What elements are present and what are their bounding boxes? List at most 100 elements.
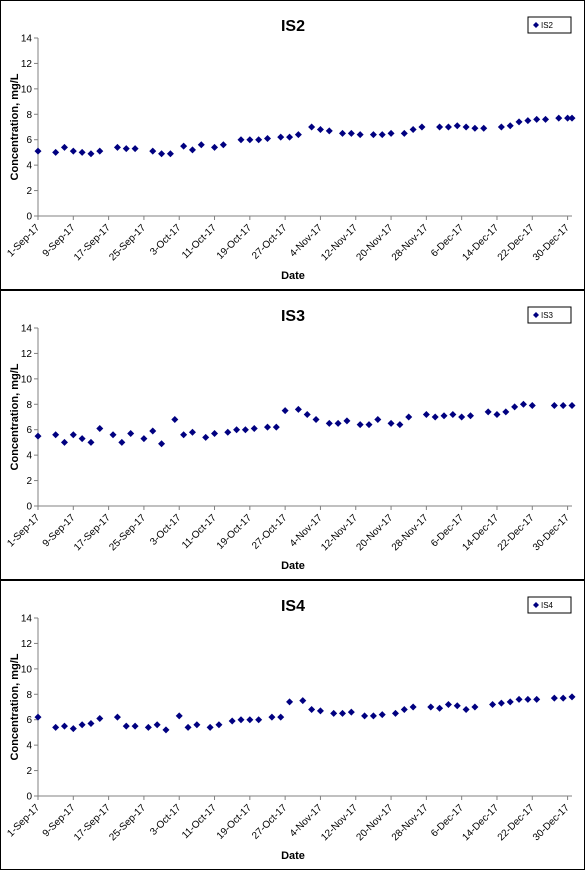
data-point bbox=[60, 438, 68, 446]
data-point bbox=[268, 713, 276, 721]
data-point bbox=[466, 412, 474, 420]
legend-box bbox=[527, 306, 572, 324]
data-point bbox=[255, 716, 263, 724]
data-point bbox=[219, 141, 227, 149]
y-tick-label: 14 bbox=[21, 614, 33, 625]
data-point bbox=[237, 716, 245, 724]
y-tick-label: 2 bbox=[26, 186, 32, 197]
data-point bbox=[493, 410, 501, 418]
data-point bbox=[286, 698, 294, 706]
data-point bbox=[374, 416, 382, 424]
data-point bbox=[471, 124, 479, 132]
data-point bbox=[427, 703, 435, 711]
data-point bbox=[369, 712, 377, 720]
data-point bbox=[246, 136, 254, 144]
data-point bbox=[316, 126, 324, 134]
y-tick-label: 14 bbox=[21, 324, 33, 335]
data-point bbox=[506, 698, 514, 706]
data-point bbox=[149, 427, 157, 435]
x-tick-label: 20-Nov-17 bbox=[354, 512, 395, 553]
data-point bbox=[34, 432, 42, 440]
x-tick-label: 17-Sep-17 bbox=[72, 222, 113, 263]
chart-panel-is2: IS2 0 2 4 6 8 10 12 14 1-Sep-17 9-Sep-17 17-Sep-17 2… bbox=[0, 0, 585, 290]
data-point bbox=[568, 402, 576, 410]
data-point bbox=[365, 421, 373, 429]
data-point bbox=[325, 419, 333, 427]
y-tick-label: 2 bbox=[26, 476, 32, 487]
data-point bbox=[400, 129, 408, 137]
data-point bbox=[515, 695, 523, 703]
x-tick-label: 14-Dec-17 bbox=[460, 802, 501, 843]
data-point bbox=[542, 115, 550, 123]
data-point bbox=[489, 700, 497, 708]
data-point bbox=[109, 431, 117, 439]
y-tick-label: 4 bbox=[26, 451, 32, 462]
x-tick-label: 27-Oct-17 bbox=[250, 512, 290, 552]
is2-chart: IS2024681012141-Sep-179-Sep-1717-Sep-172… bbox=[5, 16, 576, 282]
legend-box bbox=[527, 16, 572, 34]
data-point bbox=[497, 123, 505, 131]
x-tick-label: 14-Dec-17 bbox=[460, 512, 501, 553]
data-point bbox=[272, 423, 280, 431]
data-point bbox=[303, 410, 311, 418]
data-point bbox=[144, 723, 152, 731]
data-point bbox=[96, 147, 104, 155]
data-point bbox=[162, 726, 170, 734]
legend-label: IS4 bbox=[541, 601, 554, 610]
data-point bbox=[233, 426, 241, 434]
x-tick-label: 19-Oct-17 bbox=[215, 512, 255, 552]
data-point bbox=[356, 421, 364, 429]
data-point bbox=[330, 709, 338, 717]
x-tick-label: 6-Dec-17 bbox=[429, 222, 466, 259]
x-tick-label: 17-Sep-17 bbox=[72, 802, 113, 843]
x-tick-label: 1-Sep-17 bbox=[5, 512, 42, 549]
data-point bbox=[484, 408, 492, 416]
data-point bbox=[444, 123, 452, 131]
data-point bbox=[158, 440, 166, 448]
data-point bbox=[308, 123, 316, 131]
data-point bbox=[113, 713, 121, 721]
data-point bbox=[60, 722, 68, 730]
data-point bbox=[378, 131, 386, 139]
legend-marker bbox=[533, 602, 539, 608]
legend-label: IS2 bbox=[541, 21, 554, 30]
x-tick-label: 25-Sep-17 bbox=[107, 222, 148, 263]
x-tick-label: 28-Nov-17 bbox=[390, 802, 431, 843]
data-point bbox=[69, 431, 77, 439]
data-point bbox=[202, 433, 210, 441]
data-point bbox=[255, 136, 263, 144]
x-tick-label: 1-Sep-17 bbox=[5, 802, 42, 839]
data-point bbox=[263, 134, 271, 142]
data-point bbox=[294, 405, 302, 413]
data-point bbox=[131, 145, 139, 153]
x-tick-label: 11-Oct-17 bbox=[180, 802, 219, 841]
x-axis-title: Date bbox=[281, 850, 305, 862]
data-point bbox=[400, 706, 408, 714]
y-tick-label: 0 bbox=[26, 792, 32, 803]
data-point bbox=[361, 712, 369, 720]
y-tick-label: 8 bbox=[26, 690, 32, 701]
x-tick-label: 22-Dec-17 bbox=[496, 222, 537, 263]
data-point bbox=[550, 694, 558, 702]
data-point bbox=[409, 126, 417, 134]
data-point bbox=[175, 712, 183, 720]
chart-panel-is4: IS4 0 2 4 6 8 10 12 14 1-Sep-17 9-Sep-17 17-Sep-17 2… bbox=[0, 580, 585, 870]
data-point bbox=[422, 410, 430, 418]
data-point bbox=[78, 721, 86, 729]
data-point bbox=[246, 716, 254, 724]
legend-marker bbox=[533, 312, 539, 318]
data-point bbox=[559, 694, 567, 702]
data-point bbox=[197, 141, 205, 149]
y-tick-label: 10 bbox=[21, 374, 33, 385]
data-point bbox=[449, 410, 457, 418]
data-point bbox=[312, 416, 320, 424]
data-point bbox=[550, 402, 558, 410]
data-point bbox=[347, 708, 355, 716]
x-tick-label: 6-Dec-17 bbox=[429, 802, 466, 839]
x-tick-label: 19-Oct-17 bbox=[215, 222, 255, 262]
y-tick-label: 4 bbox=[26, 161, 32, 172]
data-point bbox=[277, 133, 285, 141]
data-point bbox=[524, 117, 532, 125]
x-tick-label: 27-Oct-17 bbox=[250, 222, 290, 262]
